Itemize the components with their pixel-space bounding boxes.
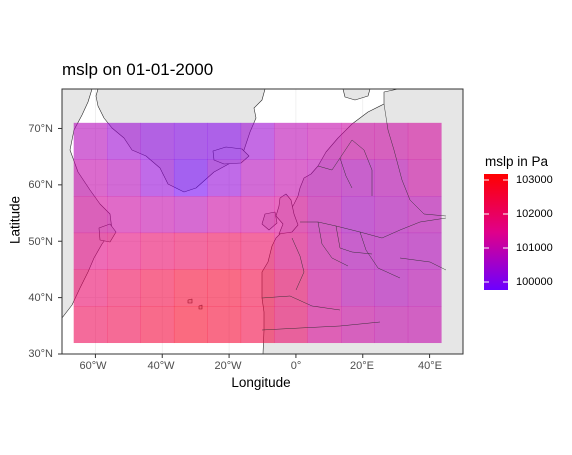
mslp-cell <box>140 232 175 270</box>
mslp-cell <box>240 269 275 307</box>
svalbard-landmass <box>342 89 371 101</box>
mslp-cell <box>307 269 342 307</box>
mslp-cell <box>73 306 108 344</box>
mslp-cell <box>73 122 108 160</box>
mslp-cell <box>374 232 409 270</box>
mslp-cell <box>73 269 108 307</box>
x-tick-label: 40°E <box>418 360 442 372</box>
mslp-cell <box>240 196 275 234</box>
y-tick-label: 50°N <box>28 236 53 248</box>
mslp-cell <box>140 196 175 234</box>
mslp-cell <box>207 306 242 344</box>
legend-title: mslp in Pa <box>485 154 549 169</box>
y-tick-label: 30°N <box>28 348 53 360</box>
y-tick-label: 40°N <box>28 292 53 304</box>
mslp-cell <box>240 122 275 160</box>
mslp-cell <box>307 306 342 344</box>
mslp-cell <box>207 159 242 197</box>
mslp-cell <box>107 122 141 160</box>
legend-tick-label: 102000 <box>516 208 553 220</box>
x-tick-label: 0° <box>290 360 302 372</box>
mslp-cell <box>307 159 342 197</box>
legend-tick-label: 103000 <box>516 174 553 186</box>
mslp-cell <box>274 306 308 344</box>
x-axis-label: Longitude <box>231 375 291 390</box>
mslp-cell <box>173 306 208 344</box>
mslp-cell <box>341 196 375 234</box>
mslp-cell <box>73 196 108 234</box>
mslp-cell <box>107 159 141 197</box>
y-tick-label: 70°N <box>28 123 53 135</box>
mslp-cell <box>173 196 208 234</box>
mslp-cell <box>173 159 208 197</box>
mslp-cell <box>307 196 342 234</box>
mslp-cell <box>140 269 175 307</box>
mslp-cell <box>307 122 342 160</box>
mslp-cell <box>341 269 375 307</box>
mslp-cell <box>407 269 442 307</box>
mslp-cell <box>73 159 108 197</box>
mslp-cell <box>374 159 409 197</box>
axis-tick-marks <box>58 127 431 358</box>
mslp-cell <box>407 159 442 197</box>
mslp-cell <box>207 196 242 234</box>
mslp-cell <box>407 306 442 344</box>
mslp-cell <box>207 269 242 307</box>
mslp-cell <box>173 122 208 160</box>
mslp-cell <box>274 232 308 270</box>
mslp-cell <box>240 232 275 270</box>
y-axis-label: Latitude <box>7 195 23 245</box>
mslp-cell <box>374 306 409 344</box>
mslp-cell <box>374 196 409 234</box>
legend-color-bar <box>484 174 508 290</box>
mslp-cell <box>374 269 409 307</box>
mslp-cell <box>407 122 442 160</box>
mslp-cell <box>140 122 175 160</box>
mslp-cell <box>274 196 308 234</box>
mslp-cell <box>140 306 175 344</box>
y-tick-label: 60°N <box>28 179 53 191</box>
legend-tick-label: 100000 <box>516 276 553 288</box>
mslp-cell <box>207 232 242 270</box>
mslp-cell <box>341 306 375 344</box>
mslp-heatmap <box>73 122 442 344</box>
mslp-cell <box>274 159 308 197</box>
mslp-cell <box>107 306 141 344</box>
chart-title: mslp on 01-01-2000 <box>62 60 214 79</box>
mslp-cell <box>140 159 175 197</box>
mslp-cell <box>107 196 141 234</box>
panel-border <box>61 88 464 355</box>
mslp-cell <box>173 269 208 307</box>
mslp-cell <box>173 232 208 270</box>
mslp-cell <box>240 306 275 344</box>
mslp-cell <box>341 159 375 197</box>
mslp-cell <box>341 122 375 160</box>
mslp-cell <box>240 159 275 197</box>
mslp-cell <box>73 232 108 270</box>
mslp-cell <box>407 232 442 270</box>
x-tick-label: 20°W <box>214 360 242 372</box>
mslp-cell <box>107 269 141 307</box>
legend-tick-label: 101000 <box>516 242 553 254</box>
mslp-cell <box>274 122 308 160</box>
mslp-cell <box>407 196 442 234</box>
country-borders <box>261 103 447 331</box>
x-tick-label: 40°W <box>147 360 175 372</box>
x-tick-label: 60°W <box>79 360 107 372</box>
mslp-cell <box>341 232 375 270</box>
mslp-cell <box>307 232 342 270</box>
x-tick-label: 20°E <box>350 360 374 372</box>
mslp-cell <box>107 232 141 270</box>
mslp-cell <box>207 122 242 160</box>
